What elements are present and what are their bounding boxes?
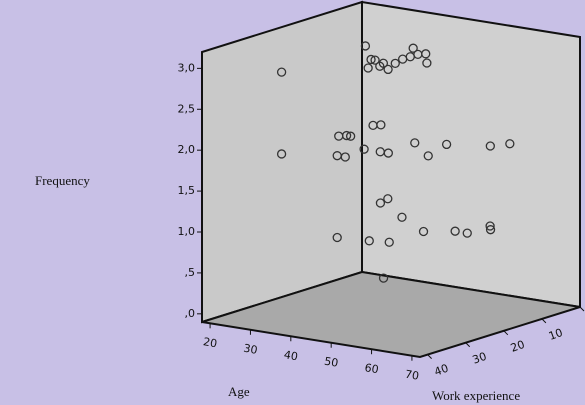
- point: [422, 58, 432, 68]
- point: [360, 41, 371, 51]
- x-axis-title: Age: [228, 384, 250, 399]
- x-tick-label: 70: [404, 368, 420, 383]
- back-wall: [361, 0, 581, 309]
- point: [397, 212, 407, 222]
- point: [383, 64, 393, 75]
- point: [366, 54, 376, 65]
- point: [375, 198, 386, 208]
- point: [408, 43, 418, 53]
- point: [363, 63, 373, 73]
- point: [450, 226, 460, 236]
- point: [378, 273, 389, 283]
- point: [485, 221, 495, 231]
- point: [384, 237, 394, 247]
- point: [276, 67, 287, 77]
- y-tick-label: 10: [547, 326, 565, 343]
- point: [462, 228, 472, 238]
- point: [359, 144, 369, 154]
- point: [441, 139, 452, 150]
- y-tick: [465, 342, 471, 348]
- point: [276, 149, 287, 159]
- point: [485, 141, 495, 151]
- y-tick: [427, 354, 432, 359]
- point: [376, 120, 386, 130]
- point: [332, 232, 342, 243]
- y-axis-title: Work experience: [432, 388, 520, 403]
- point: [345, 131, 356, 141]
- y-tick-label: 20: [509, 338, 527, 355]
- point: [485, 225, 496, 235]
- y-tick: [579, 306, 585, 312]
- x-tick-label: 60: [364, 361, 380, 376]
- x-tick-label: 20: [202, 335, 218, 350]
- y-tick: [503, 330, 509, 336]
- z-axis-title: Frequency: [35, 173, 90, 188]
- point: [341, 130, 352, 141]
- x-tick-label: 30: [243, 342, 259, 357]
- z-tick-label: ,5: [185, 266, 196, 279]
- x-tick-label: 40: [283, 348, 299, 363]
- point: [383, 194, 393, 204]
- point: [378, 58, 389, 68]
- point: [505, 139, 515, 149]
- point: [423, 151, 433, 161]
- left-wall: [201, 0, 363, 324]
- point: [390, 58, 400, 69]
- point: [410, 138, 420, 148]
- point: [370, 55, 380, 65]
- z-tick-label: 1,0: [178, 225, 196, 238]
- point: [421, 49, 431, 59]
- box: [201, 0, 581, 359]
- z-tick-label: 2,0: [178, 143, 196, 156]
- x-tick-label: 50: [323, 355, 339, 370]
- y-tick: [541, 318, 547, 324]
- y-tick-label: 40: [433, 362, 451, 379]
- point: [340, 152, 350, 162]
- point: [364, 236, 374, 246]
- z-tick-label: 3,0: [178, 61, 196, 74]
- y-tick-label: 30: [471, 350, 489, 367]
- z-tick-label: 2,5: [178, 102, 196, 115]
- z-tick-label: ,0: [185, 307, 196, 320]
- point: [383, 148, 393, 158]
- z-tick-label: 1,5: [178, 184, 196, 197]
- point: [418, 226, 429, 237]
